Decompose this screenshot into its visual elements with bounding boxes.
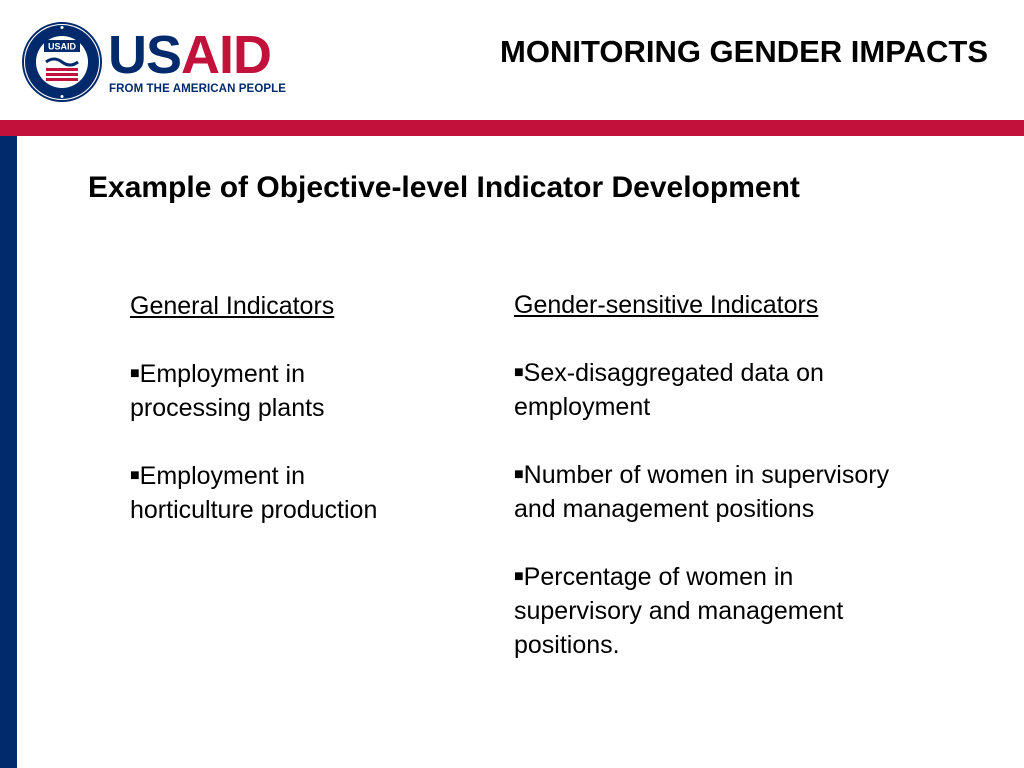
general-indicators-heading: General Indicators	[130, 292, 335, 320]
bullet-text: Percentage of women in supervisory and m…	[514, 563, 844, 659]
list-item: ■Percentage of women in supervisory and …	[514, 560, 894, 662]
usaid-seal-logo: USAID	[22, 22, 102, 102]
square-bullet-icon: ■	[130, 365, 140, 382]
bullet-text: Employment in processing plants	[130, 360, 325, 422]
svg-text:USAID: USAID	[48, 42, 77, 52]
wordmark-us: US	[108, 25, 182, 85]
slide-title: Example of Objective-level Indicator Dev…	[88, 171, 800, 204]
list-item: ■Number of women in supervisory and mana…	[514, 458, 894, 526]
slide-header: USAID USAID FROM THE AMERICAN PEOPLE MON…	[0, 0, 1024, 120]
list-item: ■Sex-disaggregated data on employment	[514, 356, 894, 424]
list-item: ■Employment in horticulture production	[130, 459, 430, 527]
usaid-wordmark: USAID	[108, 25, 272, 85]
square-bullet-icon: ■	[514, 466, 524, 483]
header-title: MONITORING GENDER IMPACTS	[500, 34, 988, 69]
bullet-text: Number of women in supervisory and manag…	[514, 461, 890, 523]
square-bullet-icon: ■	[514, 568, 524, 585]
wordmark-aid: AID	[181, 25, 272, 85]
list-item: ■Employment in processing plants	[130, 357, 430, 425]
bullet-text: Employment in horticulture production	[130, 462, 378, 524]
red-divider-band	[0, 120, 1024, 136]
general-indicators-column: General Indicators ■Employment in proces…	[130, 289, 430, 561]
blue-side-bar	[0, 136, 17, 768]
logo-tagline: FROM THE AMERICAN PEOPLE	[109, 83, 287, 95]
bullet-text: Sex-disaggregated data on employment	[514, 359, 824, 421]
gender-sensitive-indicators-column: Gender-sensitive Indicators ■Sex-disaggr…	[514, 288, 894, 696]
square-bullet-icon: ■	[130, 467, 140, 484]
gender-sensitive-indicators-heading: Gender-sensitive Indicators	[514, 291, 819, 319]
square-bullet-icon: ■	[514, 364, 524, 381]
